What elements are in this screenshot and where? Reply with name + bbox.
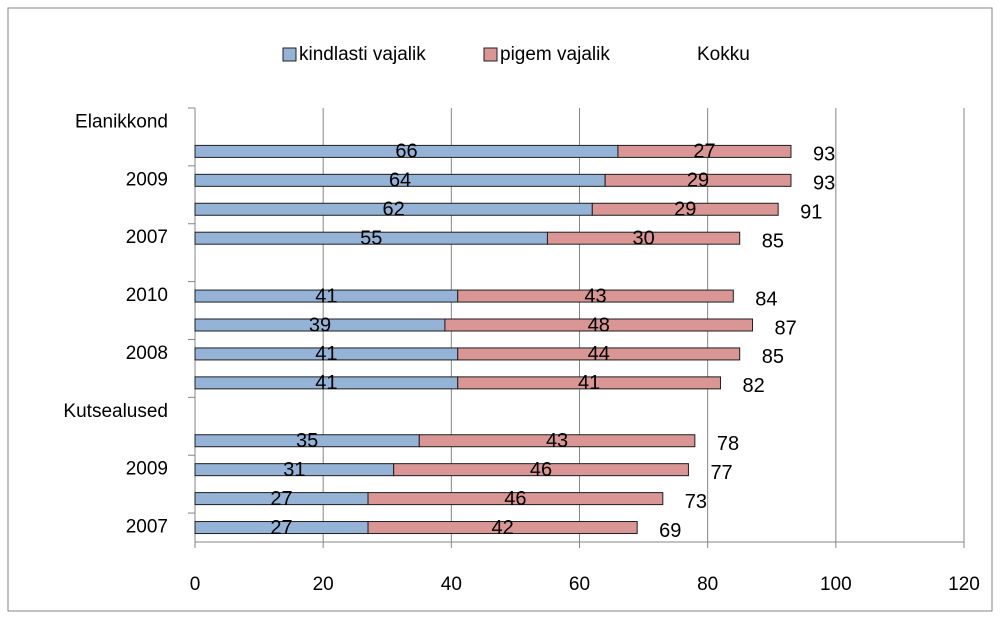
legend-swatch [483, 47, 498, 62]
x-tick-label: 120 [948, 574, 980, 595]
x-tick-label: 40 [441, 574, 462, 595]
legend: kindlasti vajalik pigem vajalik Kokku [282, 44, 750, 65]
total-label: 85 [762, 230, 784, 252]
bar-segment [444, 318, 754, 332]
value-label: 27 [693, 141, 715, 163]
x-tick-label: 100 [820, 574, 852, 595]
value-label: 29 [674, 199, 696, 221]
total-label: 82 [742, 375, 764, 397]
bar-segment [393, 463, 689, 477]
total-label: 84 [755, 288, 777, 310]
value-label: 66 [395, 141, 417, 163]
x-tick-label: 0 [190, 574, 201, 595]
bar-segment [617, 144, 792, 158]
chart-border [7, 7, 993, 612]
value-label: 27 [270, 517, 292, 539]
bar-segment [457, 289, 734, 303]
y-tick-label: 2010 [126, 285, 168, 306]
value-label: 48 [588, 314, 610, 336]
value-label: 41 [315, 372, 337, 394]
y-tick-label: 2008 [126, 343, 168, 364]
value-label: 43 [546, 430, 568, 452]
total-label: 85 [762, 346, 784, 368]
total-label: 87 [775, 317, 797, 339]
total-label: 91 [800, 202, 822, 224]
value-label: 41 [315, 285, 337, 307]
y-tick-label: Kutsealused [63, 401, 168, 422]
x-tick-label: 20 [313, 574, 334, 595]
value-label: 27 [270, 488, 292, 510]
value-label: 64 [389, 170, 411, 192]
legend-label: pigem vajalik [500, 44, 610, 65]
bar-segment [418, 434, 696, 448]
total-label: 77 [710, 462, 732, 484]
bar-segment [457, 376, 721, 390]
bar-segment [546, 231, 741, 245]
y-tick-label: Elanikkond [75, 111, 168, 132]
y-tick-label: 2007 [126, 227, 168, 248]
value-label: 43 [584, 285, 606, 307]
value-label: 46 [530, 459, 552, 481]
value-label: 46 [504, 488, 526, 510]
value-label: 41 [578, 372, 600, 394]
value-label: 44 [588, 343, 610, 365]
total-label: 78 [717, 433, 739, 455]
bar-segment [591, 202, 779, 216]
total-label: 93 [813, 144, 835, 166]
legend-swatch [282, 47, 297, 62]
value-label: 30 [632, 227, 654, 249]
value-label: 29 [687, 170, 709, 192]
bar-segment [367, 521, 638, 535]
value-label: 42 [491, 517, 513, 539]
total-label: 93 [813, 173, 835, 195]
value-label: 55 [360, 227, 382, 249]
bar-segment [457, 347, 741, 361]
y-tick-label: 2009 [126, 459, 168, 480]
bar-segment [367, 492, 664, 506]
x-tick-label: 60 [569, 574, 590, 595]
y-tick-label: 2007 [126, 517, 168, 538]
value-label: 31 [283, 459, 305, 481]
value-label: 39 [309, 314, 331, 336]
value-label: 35 [296, 430, 318, 452]
x-tick-label: 80 [697, 574, 718, 595]
legend-label: Kokku [697, 44, 750, 65]
legend-label: kindlasti vajalik [299, 44, 426, 65]
value-label: 62 [383, 199, 405, 221]
value-label: 41 [315, 343, 337, 365]
bar-segment [604, 173, 792, 187]
y-tick-label: 2009 [126, 169, 168, 190]
total-label: 73 [685, 491, 707, 513]
total-label: 69 [659, 520, 681, 542]
